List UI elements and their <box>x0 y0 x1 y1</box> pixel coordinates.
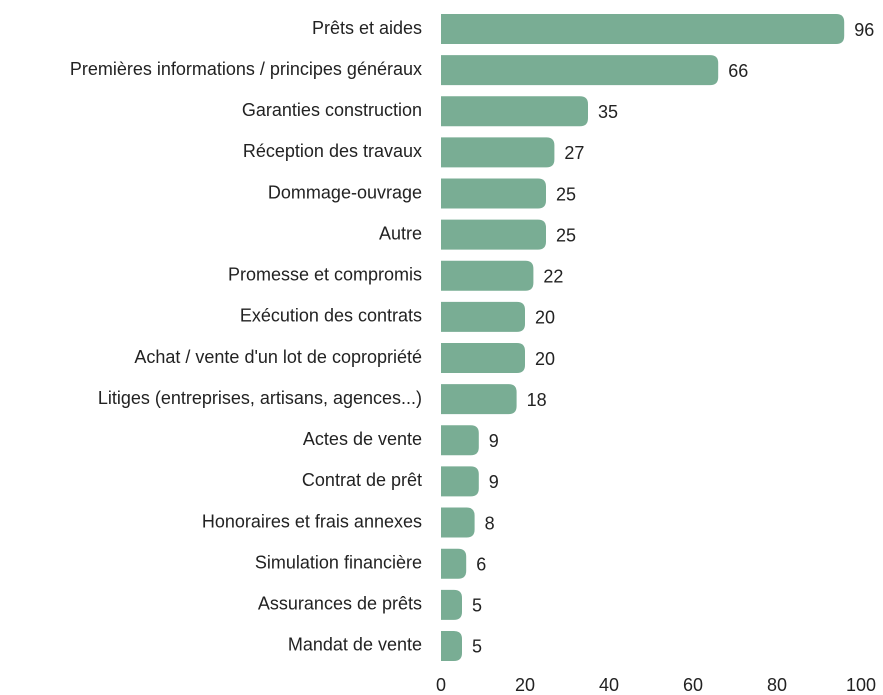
value-label: 96 <box>854 20 874 40</box>
value-label: 5 <box>472 637 482 657</box>
y-tick-label: Contrat de prêt <box>302 470 422 490</box>
bar <box>441 343 525 374</box>
bar <box>441 548 467 579</box>
value-label: 22 <box>543 267 563 287</box>
value-label: 20 <box>535 308 555 328</box>
x-tick-label: 100 <box>846 675 876 695</box>
y-tick-label: Assurances de prêts <box>258 594 422 614</box>
bar <box>441 178 546 209</box>
y-tick-label: Réception des travaux <box>243 141 422 161</box>
value-label: 18 <box>527 390 547 410</box>
x-tick-label: 60 <box>683 675 703 695</box>
value-label: 66 <box>728 61 748 81</box>
value-label: 20 <box>535 349 555 369</box>
y-tick-label: Exécution des contrats <box>240 306 422 326</box>
bar <box>441 384 517 415</box>
bar <box>441 96 588 127</box>
bar <box>441 137 555 168</box>
value-label: 5 <box>472 596 482 616</box>
value-label: 9 <box>489 431 499 451</box>
bar <box>441 219 546 250</box>
value-label: 25 <box>556 184 576 204</box>
y-tick-label: Achat / vente d'un lot de copropriété <box>134 347 422 367</box>
value-label: 25 <box>556 225 576 245</box>
bar <box>441 425 479 456</box>
bar <box>441 260 534 291</box>
bar <box>441 55 719 86</box>
y-tick-label: Garanties construction <box>242 100 422 120</box>
y-tick-label: Autre <box>379 223 422 243</box>
x-tick-label: 40 <box>599 675 619 695</box>
y-tick-label: Actes de vente <box>303 429 422 449</box>
bar <box>441 507 475 538</box>
value-label: 27 <box>564 143 584 163</box>
y-tick-label: Honoraires et frais annexes <box>202 511 422 531</box>
x-tick-label: 20 <box>515 675 535 695</box>
value-label: 6 <box>476 554 486 574</box>
y-tick-label: Promesse et compromis <box>228 265 422 285</box>
x-tick-label: 80 <box>767 675 787 695</box>
bar <box>441 630 462 661</box>
bar <box>441 466 479 497</box>
bar <box>441 14 845 44</box>
value-label: 9 <box>489 472 499 492</box>
x-tick-label: 0 <box>436 675 446 695</box>
y-tick-label: Dommage-ouvrage <box>268 182 422 202</box>
y-tick-label: Simulation financière <box>255 552 422 572</box>
value-label: 35 <box>598 102 618 122</box>
bar <box>441 301 525 332</box>
y-tick-label: Premières informations / principes génér… <box>70 59 422 79</box>
y-tick-label: Litiges (entreprises, artisans, agences.… <box>98 388 422 408</box>
y-tick-label: Mandat de vente <box>288 635 422 655</box>
bar <box>441 589 462 620</box>
y-tick-label: Prêts et aides <box>312 18 422 38</box>
value-label: 8 <box>485 513 495 533</box>
